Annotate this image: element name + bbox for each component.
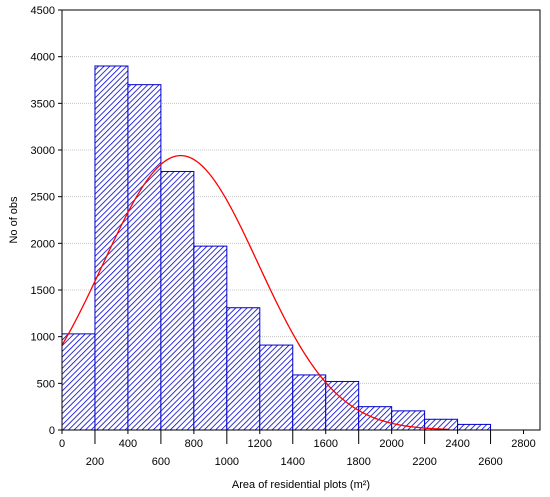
x-axis-ticks: 0 200 400 600 800 1000 1200 1400 1600 1800 2000 220… xyxy=(59,430,536,468)
y-tick-label: 2500 xyxy=(31,192,55,204)
x-tick-label: 800 xyxy=(185,438,203,450)
histogram-bar xyxy=(127,84,162,431)
histogram-bar xyxy=(193,245,228,431)
x-tick-label: 1200 xyxy=(248,438,272,450)
histogram-bar xyxy=(160,170,195,431)
histogram-bar xyxy=(457,423,492,431)
x-tick-label: 2600 xyxy=(478,456,502,468)
histogram-bars xyxy=(61,65,492,431)
x-tick-label: 1000 xyxy=(215,456,239,468)
histogram-bar xyxy=(259,344,294,431)
x-tick-label: 200 xyxy=(86,456,104,468)
x-tick-label: 2800 xyxy=(511,438,535,450)
gridlines xyxy=(62,56,540,384)
histogram-bar xyxy=(226,307,261,431)
x-axis-label: Area of residential plots (m²) xyxy=(232,479,370,491)
histogram-bar xyxy=(94,65,129,431)
y-axis-label: No of obs xyxy=(8,196,20,244)
plot-frame xyxy=(61,9,541,431)
y-tick-label: 1500 xyxy=(31,285,55,297)
x-tick-label: 1800 xyxy=(346,456,370,468)
y-tick-label: 3500 xyxy=(31,98,55,110)
y-tick-label: 500 xyxy=(37,378,55,390)
fitted-normal-curve xyxy=(61,154,450,430)
x-tick-label: 2200 xyxy=(412,456,436,468)
y-tick-label: 2000 xyxy=(31,238,55,250)
y-axis-ticks: 0 500 1000 1500 2000 2500 3000 3500 4000 4500 xyxy=(31,5,62,437)
x-tick-label: 1600 xyxy=(313,438,337,450)
x-tick-label: 1400 xyxy=(281,456,305,468)
fitted-curve-group xyxy=(61,154,450,430)
histogram-bar xyxy=(292,374,327,431)
y-tick-label: 4000 xyxy=(31,52,55,64)
x-tick-label: 2400 xyxy=(445,438,469,450)
y-tick-label: 3000 xyxy=(31,145,55,157)
y-tick-label: 4500 xyxy=(31,5,55,17)
x-tick-label: 0 xyxy=(59,438,65,450)
x-tick-label: 2000 xyxy=(379,438,403,450)
histogram-bar xyxy=(61,333,96,431)
histogram-bar xyxy=(325,380,360,431)
x-tick-label: 600 xyxy=(152,456,170,468)
y-tick-label: 1000 xyxy=(31,332,55,344)
y-tick-label: 0 xyxy=(49,425,55,437)
x-tick-label: 400 xyxy=(119,438,137,450)
